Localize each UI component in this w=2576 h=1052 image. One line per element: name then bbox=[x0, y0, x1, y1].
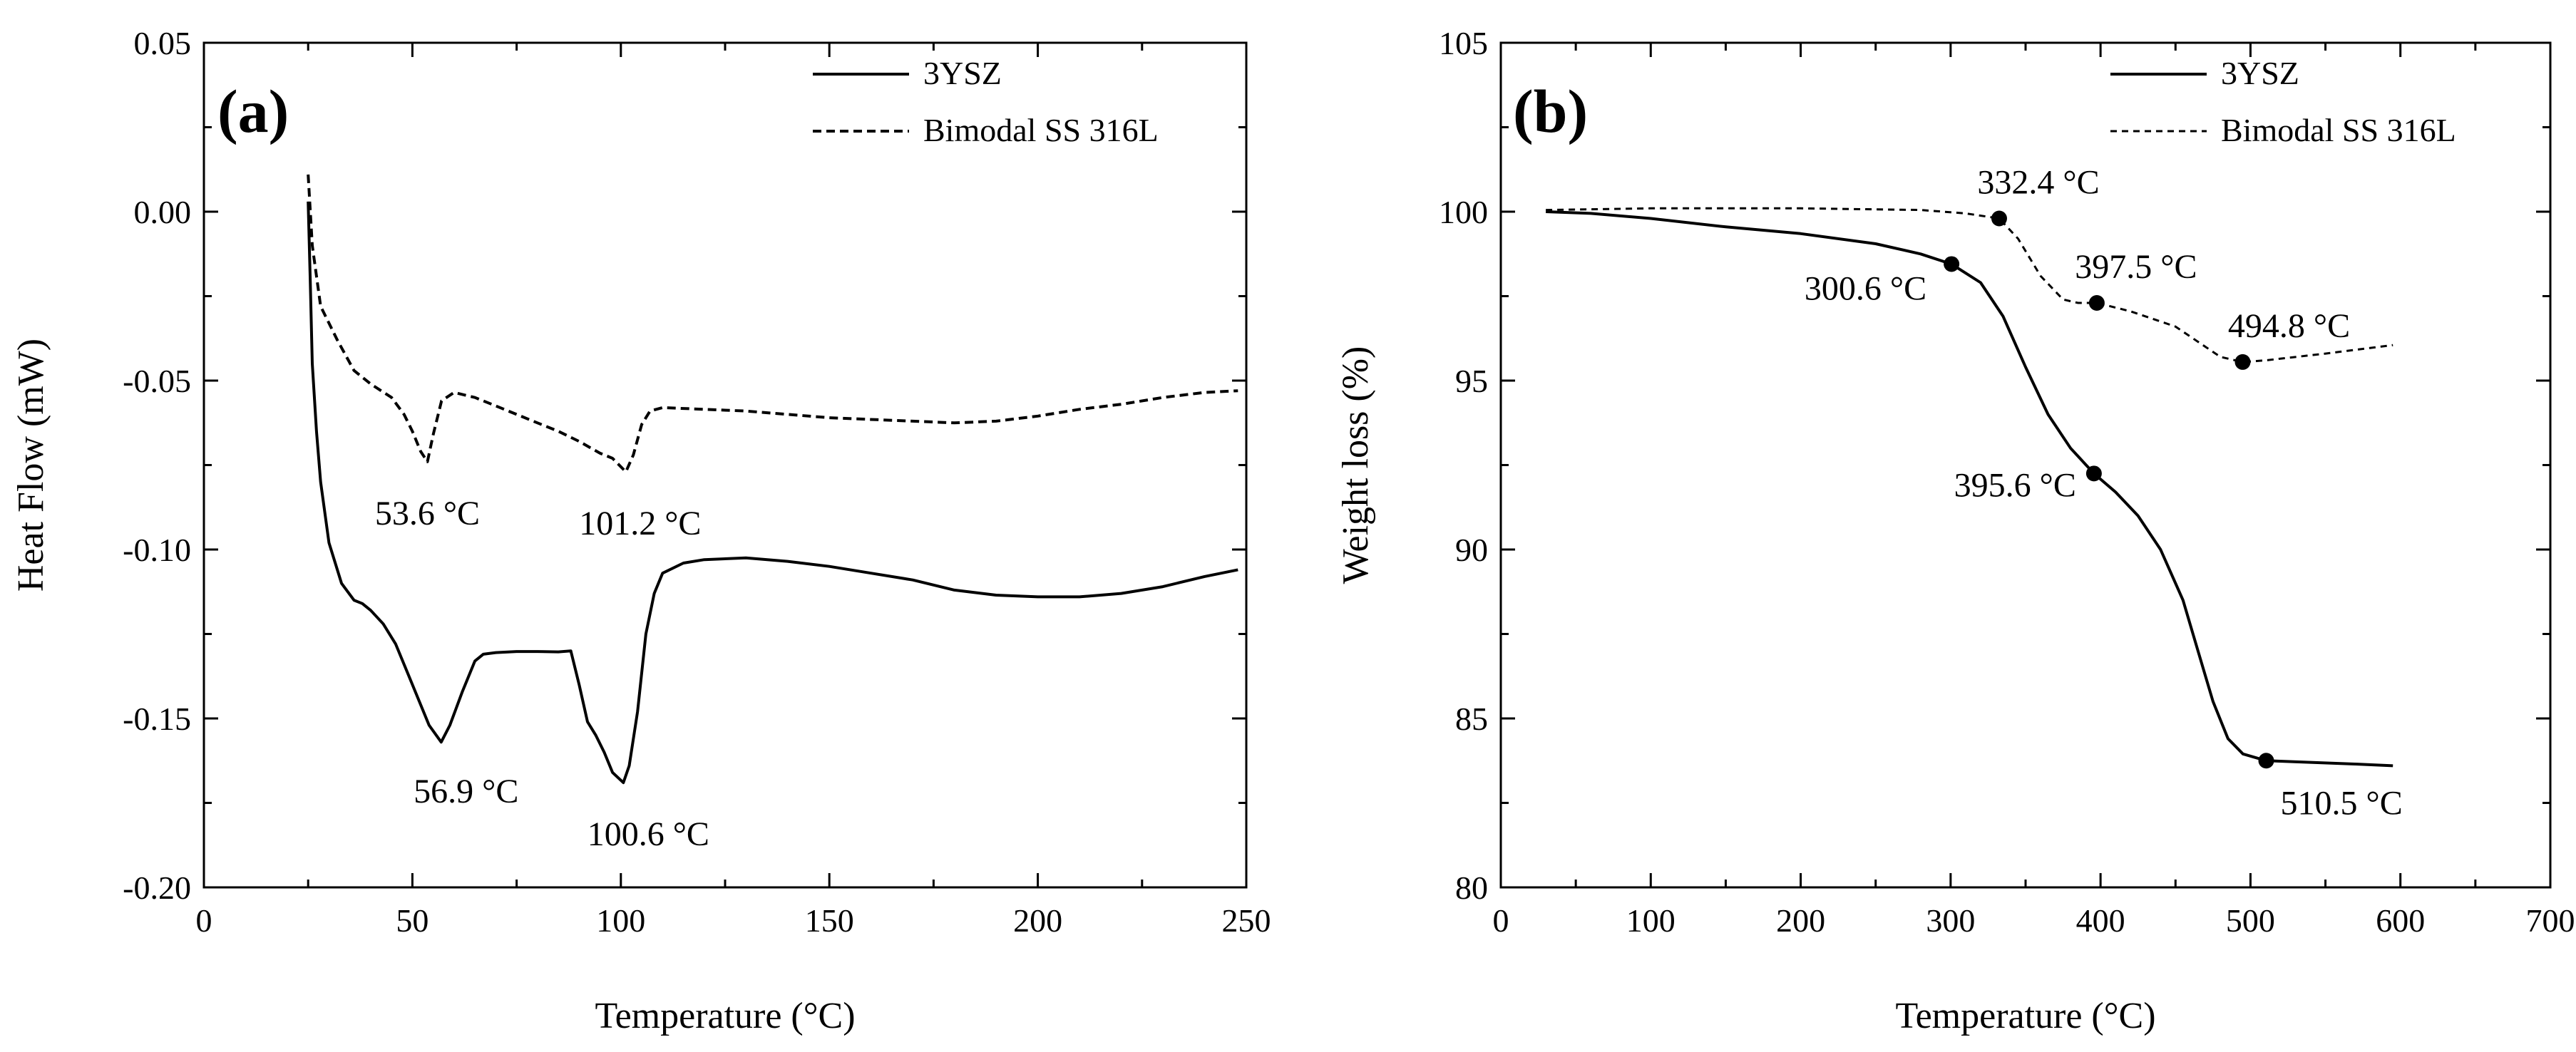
data-marker bbox=[1991, 210, 2007, 227]
legend-label: Bimodal SS 316L bbox=[923, 112, 1159, 148]
peak-annotation: 53.6 °C bbox=[375, 495, 480, 532]
y-tick-label: 85 bbox=[1455, 701, 1488, 737]
peak-annotation: 395.6 °C bbox=[1954, 466, 2076, 504]
data-marker bbox=[2258, 753, 2274, 769]
y-tick-label: 105 bbox=[1439, 25, 1488, 61]
panel-b: 0 100 200 300 400 500 600 700 80 85 90 95 100 105 Temp… bbox=[1335, 25, 2575, 1036]
y-axis-title: Heat Flow (mW) bbox=[11, 339, 51, 592]
y-axis-title: Weight loss (%) bbox=[1335, 346, 1376, 584]
legend-label: 3YSZ bbox=[2221, 55, 2299, 91]
panel-label: (b) bbox=[1513, 77, 1588, 145]
y-tick-label: 0.00 bbox=[134, 194, 192, 230]
data-marker bbox=[2088, 294, 2105, 311]
y-tick-label: -0.10 bbox=[123, 532, 191, 568]
plot-frame bbox=[202, 41, 1248, 889]
peak-annotation: 397.5 °C bbox=[2075, 248, 2197, 286]
peak-annotation: 494.8 °C bbox=[2228, 307, 2350, 345]
series-line-3ysz bbox=[1546, 210, 2393, 768]
legend-label: 3YSZ bbox=[923, 55, 1002, 91]
x-tick-label: 0 bbox=[1493, 902, 1509, 939]
data-marker bbox=[2085, 465, 2102, 482]
x-tick-label: 250 bbox=[1222, 902, 1271, 939]
x-tick-label: 150 bbox=[805, 902, 854, 939]
x-tick-label: 50 bbox=[396, 902, 429, 939]
y-tick-label: 80 bbox=[1455, 870, 1488, 906]
y-tick-label: -0.15 bbox=[123, 701, 191, 737]
panel-label: (a) bbox=[217, 77, 289, 145]
x-tick-label: 700 bbox=[2526, 902, 2575, 939]
x-axis-title: Temperature (°C) bbox=[595, 996, 855, 1036]
x-tick-label: 0 bbox=[196, 902, 212, 939]
x-tick-label: 200 bbox=[1013, 902, 1062, 939]
y-tick-label: 0.05 bbox=[134, 25, 192, 61]
y-tick-label: 90 bbox=[1455, 532, 1488, 568]
peak-annotation: 101.2 °C bbox=[579, 505, 701, 542]
series-line-bimodal-ss316l bbox=[307, 174, 1238, 473]
x-axis-title: Temperature (°C) bbox=[1895, 996, 2155, 1036]
peak-annotation: 300.6 °C bbox=[1805, 269, 1926, 307]
y-tick-label: -0.20 bbox=[123, 870, 191, 906]
data-marker bbox=[2234, 354, 2251, 370]
x-tick-label: 500 bbox=[2226, 902, 2275, 939]
legend-label: Bimodal SS 316L bbox=[2221, 112, 2456, 148]
y-tick-label: -0.05 bbox=[123, 363, 191, 399]
x-tick-label: 100 bbox=[596, 902, 645, 939]
series-line-bimodal-ss316l bbox=[1546, 207, 2393, 363]
x-tick-label: 600 bbox=[2376, 902, 2425, 939]
series-line-3ysz bbox=[307, 201, 1238, 785]
peak-annotation: 56.9 °C bbox=[414, 773, 518, 810]
peak-annotation: 100.6 °C bbox=[587, 815, 709, 853]
x-tick-label: 400 bbox=[2076, 902, 2125, 939]
x-tick-label: 200 bbox=[1776, 902, 1825, 939]
peak-annotation: 332.4 °C bbox=[1977, 163, 2099, 201]
x-tick-label: 300 bbox=[1926, 902, 1975, 939]
panel-a: 0 50 100 150 200 250 -0.20 -0.15 -0.10 -0.05 0.00 0… bbox=[11, 25, 1271, 1036]
data-marker bbox=[1944, 256, 1960, 272]
y-tick-label: 100 bbox=[1439, 194, 1488, 230]
y-tick-label: 95 bbox=[1455, 363, 1488, 399]
x-tick-label: 100 bbox=[1626, 902, 1676, 939]
peak-annotation: 510.5 °C bbox=[2281, 784, 2403, 822]
